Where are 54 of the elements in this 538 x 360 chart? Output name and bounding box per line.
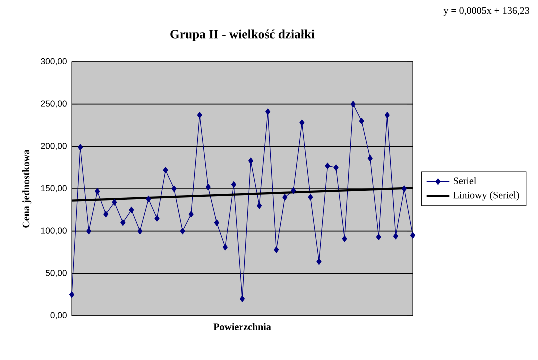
y-tick-label: 150,00 bbox=[41, 185, 67, 193]
point bbox=[316, 258, 322, 266]
point bbox=[240, 296, 246, 302]
point bbox=[402, 186, 408, 192]
point bbox=[222, 244, 228, 251]
point bbox=[274, 246, 280, 254]
point bbox=[138, 228, 143, 235]
point bbox=[78, 144, 84, 151]
point bbox=[266, 108, 271, 116]
point bbox=[257, 202, 262, 210]
point bbox=[154, 215, 160, 222]
point bbox=[300, 120, 305, 126]
point bbox=[384, 112, 390, 119]
point bbox=[376, 234, 382, 241]
y-tick-label: 250,00 bbox=[41, 100, 67, 108]
y-tick-label: 0,00 bbox=[50, 312, 67, 320]
point bbox=[410, 232, 416, 239]
y-tick-label: 300,00 bbox=[41, 58, 67, 66]
y-tick-label: 200,00 bbox=[41, 143, 67, 150]
point bbox=[393, 233, 398, 240]
point bbox=[172, 186, 177, 192]
point bbox=[282, 194, 288, 201]
point bbox=[368, 155, 373, 162]
point bbox=[308, 194, 314, 201]
point bbox=[206, 184, 211, 191]
point bbox=[359, 118, 364, 125]
point bbox=[104, 211, 109, 218]
legend-label: Liniowy (Seriel) bbox=[454, 192, 520, 201]
chart-title: Grupa II - wielkość działki bbox=[170, 30, 315, 42]
point bbox=[197, 112, 202, 119]
point bbox=[342, 236, 348, 242]
y-tick-label: 50,00 bbox=[46, 270, 67, 278]
point bbox=[180, 228, 186, 235]
point bbox=[334, 164, 339, 172]
point bbox=[95, 188, 100, 195]
point bbox=[112, 199, 118, 206]
point bbox=[231, 181, 237, 188]
point bbox=[146, 196, 152, 202]
point bbox=[350, 101, 356, 108]
y-tick-label: 100,00 bbox=[41, 228, 67, 235]
point bbox=[69, 292, 75, 298]
point bbox=[248, 158, 254, 164]
legend-label: Seriel bbox=[454, 177, 476, 184]
x-axis-title: Powierzchnia bbox=[214, 323, 272, 330]
y-axis-title: Cena jednostkowa bbox=[22, 150, 32, 228]
point bbox=[325, 162, 330, 170]
point bbox=[86, 228, 92, 235]
point bbox=[129, 206, 134, 214]
text: y = 0,0005x + 136,23 bbox=[444, 7, 530, 16]
point bbox=[120, 220, 126, 226]
point bbox=[163, 167, 168, 174]
point bbox=[291, 187, 296, 194]
point bbox=[214, 220, 220, 226]
point bbox=[188, 211, 194, 218]
